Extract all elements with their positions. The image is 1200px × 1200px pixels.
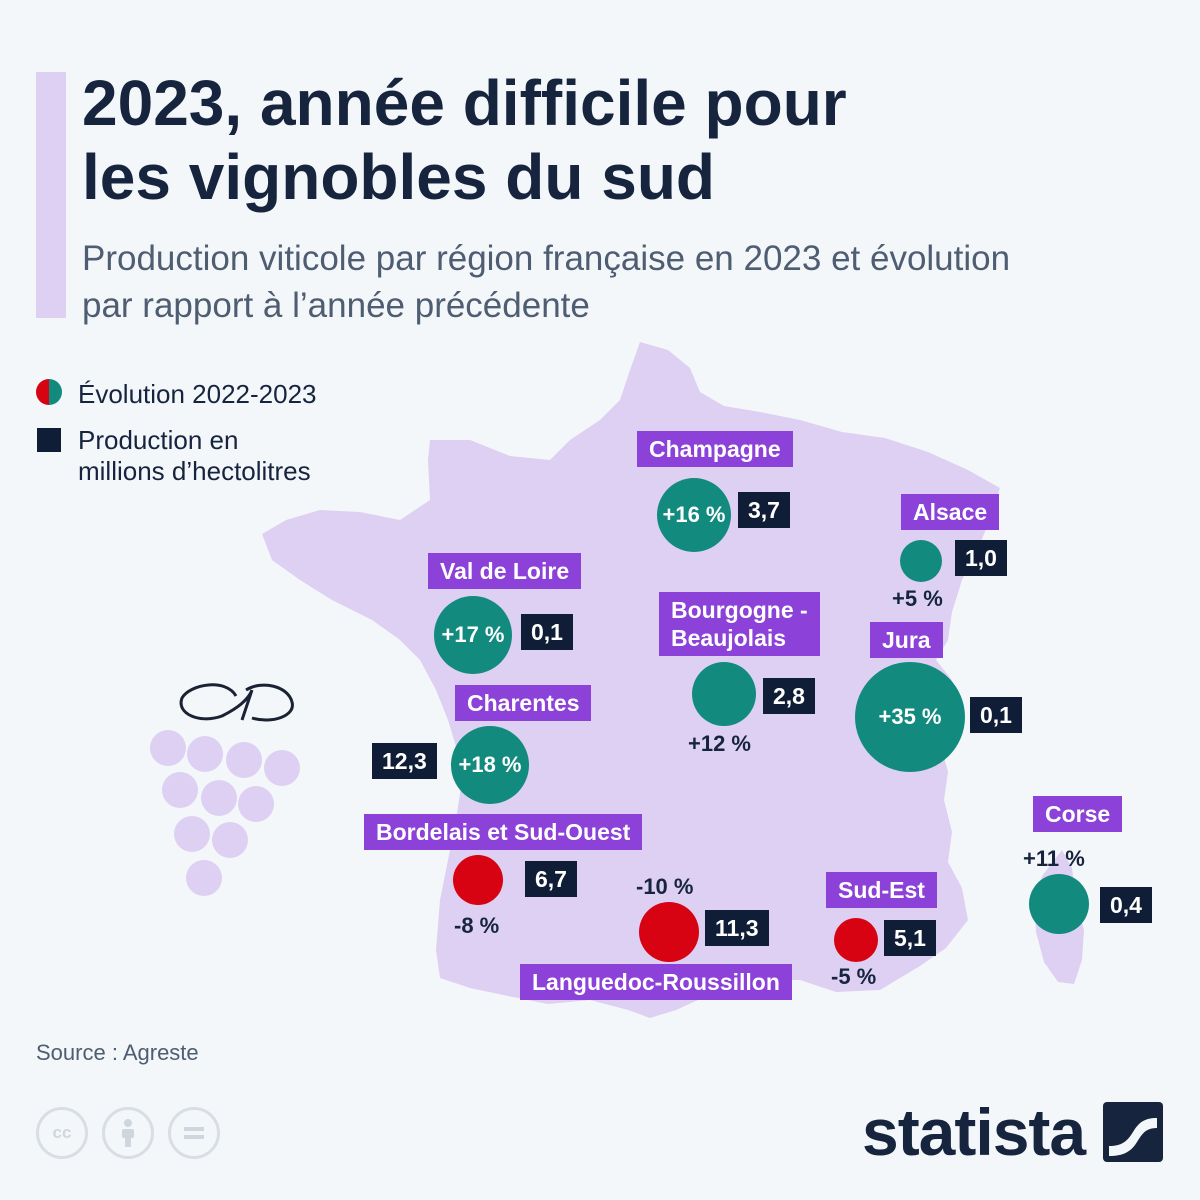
- grape-icon: [150, 683, 300, 896]
- production-value-charentes: 12,3: [372, 743, 437, 779]
- legend-production-line-1: Production en: [78, 425, 239, 455]
- no-derivatives-icon[interactable]: [168, 1107, 220, 1159]
- source-note: Source : Agreste: [36, 1040, 199, 1065]
- grape-berry: [150, 730, 186, 766]
- region-label-jura: Jura: [870, 622, 943, 658]
- brand-name: statista: [862, 1095, 1086, 1169]
- change-value-alsace: +5 %: [892, 586, 943, 611]
- production-value-val-de-loire: 0,1: [521, 614, 573, 650]
- change-bubble-corse: [1029, 874, 1089, 934]
- change-value-languedoc-roussillon: -10 %: [636, 874, 694, 899]
- bourgogne-label-line-1: Bourgogne -: [671, 597, 808, 623]
- grape-berry: [162, 772, 198, 808]
- grape-berry: [212, 822, 248, 858]
- legend-evolution: Évolution 2022-2023: [36, 379, 317, 410]
- change-bubble-jura: +35 %: [855, 662, 965, 772]
- attribution-icon[interactable]: [102, 1107, 154, 1159]
- title-accent-bar: [36, 72, 66, 318]
- grape-berry: [238, 786, 274, 822]
- region-label-bourgogne-beaujolais: Bourgogne - Beaujolais: [659, 592, 820, 656]
- production-value-bourgogne-beaujolais: 2,8: [763, 678, 815, 714]
- region-label-val-de-loire: Val de Loire: [428, 553, 582, 589]
- change-value-corse: +11 %: [1023, 846, 1085, 871]
- change-value-sud-est: -5 %: [831, 964, 877, 989]
- title-line-2: les vignobles du sud: [82, 141, 715, 213]
- change-bubble-sud-est: [834, 918, 878, 962]
- legend-production: Production en millions d’hectolitres: [36, 425, 311, 487]
- statista-logo-icon: [1103, 1102, 1164, 1162]
- grape-berry: [174, 816, 210, 852]
- change-bubble-languedoc-roussillon: [639, 902, 699, 962]
- equals-glyph: [184, 1127, 204, 1139]
- production-value-corse: 0,4: [1100, 887, 1152, 923]
- legend-production-label: Production en millions d’hectolitres: [78, 425, 311, 487]
- creative-commons-icon[interactable]: cc: [36, 1107, 88, 1159]
- change-bubble-bordelais-sud-ouest: [453, 855, 503, 905]
- grape-berry: [187, 736, 223, 772]
- region-label-languedoc-roussillon: Languedoc-Roussillon: [520, 964, 792, 1000]
- page-subtitle: Production viticole par région française…: [82, 235, 1182, 329]
- person-glyph: [122, 1119, 134, 1147]
- region-label-corse: Corse: [1033, 796, 1123, 832]
- change-bubble-alsace: [900, 540, 942, 582]
- region-label-champagne: Champagne: [637, 431, 793, 467]
- change-value-bordelais-sud-ouest: -8 %: [454, 913, 500, 938]
- legend-production-line-2: millions d’hectolitres: [78, 456, 311, 486]
- production-value-languedoc-roussillon: 11,3: [705, 910, 769, 946]
- grape-berry: [264, 750, 300, 786]
- subtitle-line-1: Production viticole par région française…: [82, 239, 1011, 278]
- change-bubble-champagne: +16 %: [657, 478, 731, 552]
- change-value-bourgogne-beaujolais: +12 %: [688, 731, 751, 756]
- production-value-bordelais-sud-ouest: 6,7: [525, 861, 577, 897]
- change-bubble-bourgogne-beaujolais: [692, 662, 756, 726]
- change-bubble-charentes: +18 %: [451, 726, 529, 804]
- production-value-sud-est: 5,1: [884, 920, 936, 956]
- production-legend-icon: [37, 428, 61, 452]
- grape-stem: [179, 683, 294, 722]
- region-label-sud-est: Sud-Est: [826, 872, 937, 908]
- mainland-france-shape: [262, 342, 1000, 1018]
- grape-berry: [226, 742, 262, 778]
- subtitle-line-2: par rapport à l’année précédente: [82, 286, 590, 325]
- region-label-bordelais-sud-ouest: Bordelais et Sud-Ouest: [364, 814, 643, 850]
- title-line-1: 2023, année difficile pour: [82, 67, 847, 139]
- grape-berry: [201, 780, 237, 816]
- production-value-jura: 0,1: [970, 697, 1022, 733]
- change-bubble-val-de-loire: +17 %: [434, 596, 512, 674]
- production-value-alsace: 1,0: [955, 540, 1007, 576]
- region-label-charentes: Charentes: [455, 685, 592, 721]
- license-icons: cc: [36, 1107, 220, 1159]
- region-label-alsace: Alsace: [901, 494, 1000, 530]
- statista-logo[interactable]: statista: [862, 1092, 1164, 1172]
- page-title: 2023, année difficile pour les vignobles…: [82, 66, 1162, 214]
- production-value-champagne: 3,7: [738, 492, 790, 528]
- legend-evolution-label: Évolution 2022-2023: [78, 379, 317, 409]
- bourgogne-label-line-2: Beaujolais: [671, 625, 787, 651]
- evolution-legend-icon: [36, 379, 62, 405]
- grape-berry: [186, 860, 222, 896]
